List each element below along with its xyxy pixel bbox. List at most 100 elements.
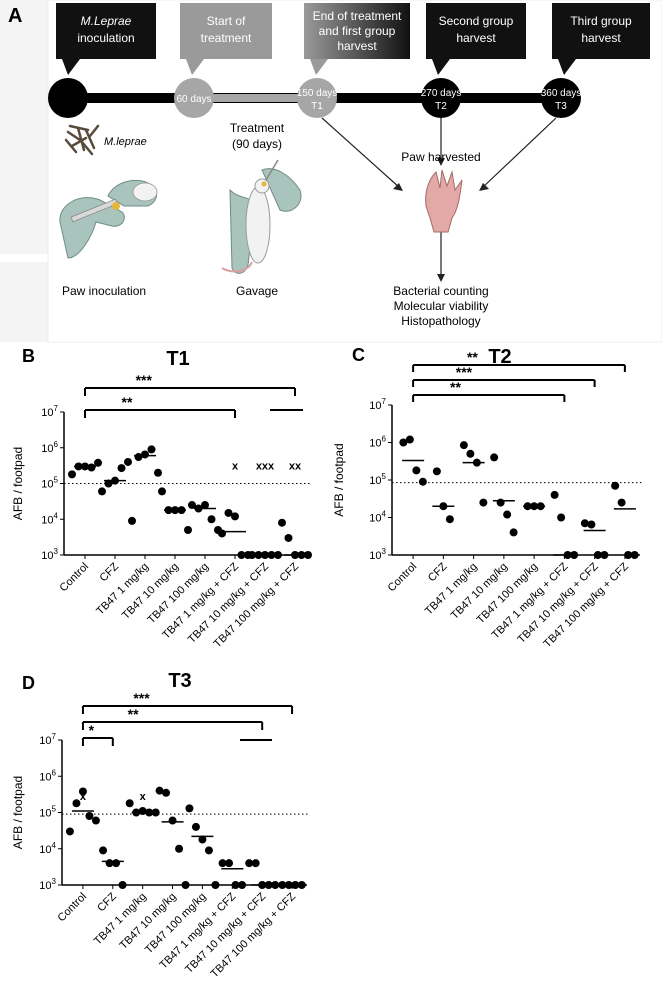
panel-letter: B: [22, 346, 35, 366]
y-tick-exponent: 4: [382, 510, 387, 519]
significance-label: ***: [136, 372, 153, 388]
bacteria-cluster-image: [64, 124, 100, 156]
y-tick-label: 103: [369, 547, 386, 562]
data-point: [72, 799, 81, 808]
data-point: [181, 881, 190, 889]
data-point: [91, 816, 100, 825]
bubble-2-line1: Start of: [207, 14, 246, 28]
chart-c: C T2 103 104 105 106 107 AFB / footpad Control CF…: [332, 345, 642, 650]
data-point: [630, 551, 639, 559]
data-point: [104, 479, 113, 488]
timeline-node-150: [297, 78, 337, 118]
data-point: [274, 551, 282, 559]
y-tick-exponent: 3: [382, 547, 387, 556]
data-point: [225, 859, 234, 868]
y-tick-exponent: 6: [382, 435, 387, 444]
timeline-node-270: [421, 78, 461, 118]
data-point: [466, 449, 475, 458]
data-point: [155, 786, 164, 795]
data-point: [278, 518, 286, 527]
data-point: [117, 464, 126, 473]
data-point: [231, 881, 240, 889]
data-point: [204, 846, 213, 855]
data-point: [251, 859, 260, 868]
data-point: [304, 551, 312, 559]
data-point: [496, 498, 505, 507]
data-point: [68, 470, 76, 479]
data-point: [65, 827, 74, 836]
bubble-1-line1: M.Leprae: [81, 14, 132, 28]
y-tick-exponent: 6: [52, 768, 57, 777]
data-point: [154, 468, 162, 477]
bubble-5-line1: Third group: [570, 14, 632, 28]
data-point: [557, 513, 566, 522]
bubble-3-line1: End of treatment: [313, 9, 402, 23]
bubble-3-line3: harvest: [337, 39, 377, 53]
bubble-5-line2: harvest: [581, 31, 621, 45]
gavage-label: Gavage: [236, 284, 278, 298]
data-point: [198, 835, 207, 844]
data-point: [237, 551, 246, 559]
y-tick-exponent: 3: [52, 877, 57, 886]
significance-label: ***: [133, 690, 150, 706]
node-360-sub: T3: [555, 101, 567, 112]
node-270-label: 270 days: [421, 88, 462, 99]
y-tick-exponent: 6: [54, 440, 59, 449]
node-360-label: 360 days: [541, 88, 582, 99]
y-tick-label: 107: [41, 404, 58, 419]
significance-label: **: [122, 394, 133, 410]
data-point: [124, 457, 132, 466]
bubble-3-line2: and first group: [319, 24, 396, 38]
chart-title: T3: [168, 670, 191, 692]
data-point: [87, 463, 96, 472]
significance-label: **: [450, 379, 461, 395]
chart-d: D T3 103 104 105 106 107 AFB / footpad Control x C…: [11, 670, 309, 980]
data-point: [459, 441, 468, 450]
data-point: [147, 445, 156, 454]
censored-mark: xx: [289, 461, 302, 473]
treatment-label: Treatment: [230, 121, 285, 135]
node-60-label: 60 days: [176, 94, 211, 105]
y-tick-exponent: 5: [52, 805, 57, 814]
panel-letter: D: [22, 673, 35, 693]
x-tick-label: Control: [55, 891, 89, 925]
y-tick-label: 105: [39, 805, 56, 820]
y-tick-label: 103: [39, 877, 56, 892]
y-tick-label: 106: [41, 440, 58, 455]
leprae-label: M.leprae: [104, 136, 147, 148]
outcome-2: Molecular viability: [394, 299, 489, 313]
censored-mark: xxx: [256, 461, 275, 473]
bubble-inoculation: M.Leprae inoculation: [56, 3, 156, 75]
arrow-heads: [393, 158, 489, 282]
x-tick-label: CFZ: [98, 560, 122, 584]
data-point: [624, 551, 633, 559]
data-point: [490, 453, 499, 462]
data-point: [85, 812, 94, 821]
data-point: [185, 804, 194, 813]
y-tick-exponent: 7: [52, 732, 57, 741]
bubble-end-treatment: End of treatment and first group harvest: [304, 3, 410, 75]
bubble-start-treatment: Start of treatment: [180, 3, 272, 75]
data-point: [405, 435, 414, 444]
y-tick-exponent: 4: [52, 841, 57, 850]
data-point: [231, 512, 239, 521]
data-point: [211, 881, 220, 889]
panel-a: A M.Leprae inoculation Start of treatmen…: [8, 3, 650, 328]
data-point: [248, 551, 256, 559]
data-point: [162, 788, 171, 797]
bubble-2-line2: treatment: [201, 31, 252, 45]
data-point: [550, 490, 559, 499]
y-tick-label: 106: [39, 768, 56, 783]
data-point: [399, 438, 408, 447]
inoculation-hands-image: [59, 180, 158, 259]
y-tick-label: 104: [41, 511, 58, 526]
panel-letter-a: A: [8, 5, 22, 27]
outcome-3: Histopathology: [401, 314, 480, 328]
data-point: [509, 528, 518, 537]
data-point: [218, 859, 227, 868]
data-point: [141, 450, 149, 459]
data-point: [125, 799, 134, 808]
paw-image: [425, 169, 463, 233]
data-point: [175, 844, 184, 853]
chart-title: T2: [488, 346, 511, 368]
